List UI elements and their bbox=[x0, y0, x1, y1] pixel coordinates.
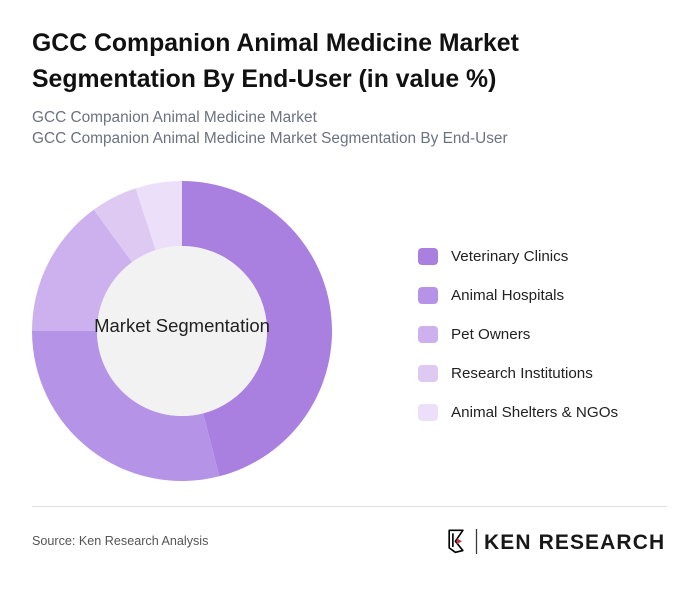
svg-text:Market Segmentation: Market Segmentation bbox=[94, 315, 270, 336]
svg-text:KEN RESEARCH: KEN RESEARCH bbox=[484, 531, 665, 554]
